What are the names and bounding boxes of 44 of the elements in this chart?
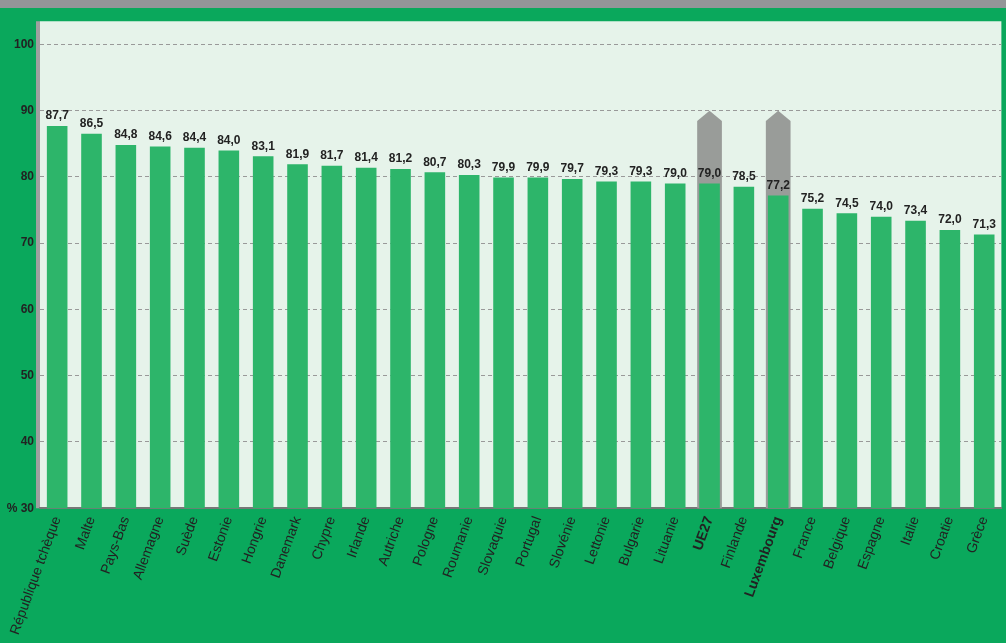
x-tick-label: Malte — [71, 513, 99, 552]
x-tick-label: Croatie — [925, 513, 957, 562]
data-label: 80,7 — [423, 154, 447, 169]
data-label: 79,9 — [526, 159, 550, 174]
x-tick-label: UE27 — [688, 513, 717, 553]
data-label: 75,2 — [800, 191, 825, 206]
data-label: 86,5 — [79, 116, 104, 131]
data-label: 79,3 — [594, 163, 619, 178]
x-tick-label: Chypre — [307, 513, 339, 562]
data-label: 77,2 — [766, 177, 791, 192]
data-label: 84,6 — [148, 128, 173, 143]
data-label: 79,0 — [697, 165, 722, 180]
y-tick-label: 70 — [20, 235, 35, 250]
y-tick-label: 80 — [20, 169, 35, 184]
data-label: 79,7 — [560, 161, 585, 176]
data-label: 81,4 — [354, 149, 379, 164]
x-tick-label: Suède — [172, 513, 202, 558]
y-tick-label: 60 — [20, 301, 35, 316]
data-label: 72,0 — [938, 212, 962, 227]
y-tick-label: % 30 — [6, 500, 35, 515]
y-tick-label: 50 — [20, 368, 35, 383]
data-label: 71,3 — [972, 216, 997, 231]
data-label: 81,9 — [285, 146, 310, 161]
y-tick-label: 90 — [20, 102, 35, 117]
data-label: 74,5 — [835, 195, 859, 210]
data-label: 81,7 — [320, 147, 344, 162]
data-label: 83,1 — [251, 138, 276, 153]
y-tick-label: 40 — [20, 434, 35, 449]
x-tick-label: Irlande — [342, 513, 373, 560]
y-tick-label: 100 — [13, 36, 35, 51]
data-label: 80,3 — [457, 157, 482, 172]
data-label: 74,0 — [869, 198, 894, 213]
data-label: 84,0 — [217, 132, 241, 147]
data-label: 81,2 — [388, 151, 413, 166]
x-tick-label: Grèce — [962, 513, 991, 556]
x-tick-label: Italie — [896, 513, 923, 548]
data-label: 79,3 — [629, 163, 653, 178]
data-label: 87,7 — [45, 108, 70, 123]
data-label: 84,8 — [114, 127, 138, 142]
data-label: 84,4 — [182, 130, 207, 145]
data-label: 78,5 — [732, 169, 756, 184]
data-label: 73,4 — [903, 202, 928, 217]
data-label: 79,9 — [491, 159, 516, 174]
data-label: 79,0 — [663, 165, 688, 180]
